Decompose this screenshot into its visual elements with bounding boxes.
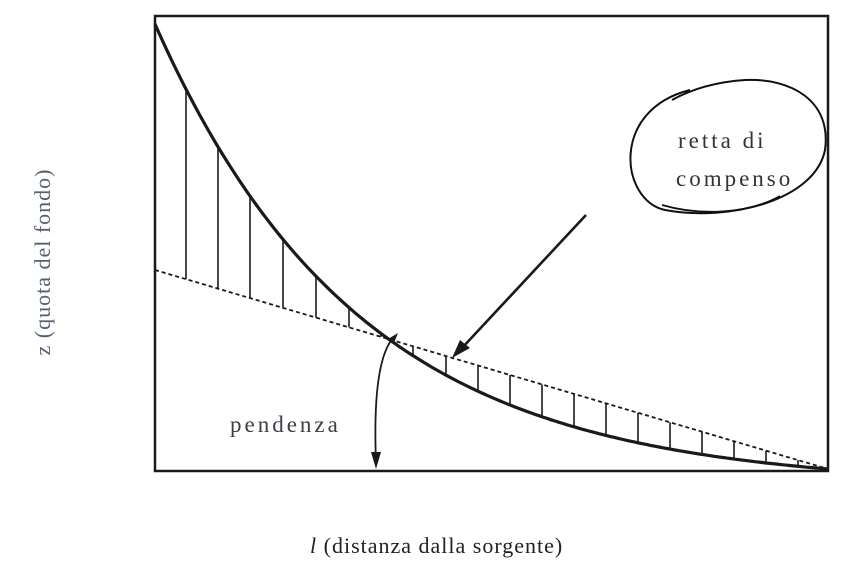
x-axis-description: (distanza dalla sorgente) — [317, 533, 563, 558]
x-axis-label: l (distanza dalla sorgente) — [310, 533, 563, 558]
slope-arc-arrowhead — [371, 452, 381, 469]
annotation-line-1: retta di — [678, 128, 767, 153]
slope-arc — [374, 336, 395, 463]
pointer-arrowhead — [452, 340, 470, 358]
compensation-line — [154, 269, 829, 470]
handwritten-circle — [629, 78, 827, 215]
hatch-lines — [185, 89, 799, 467]
slope-arc-arrowhead-top — [388, 333, 398, 343]
plot-frame — [153, 14, 830, 473]
bed-profile-curve — [153, 23, 828, 471]
pointer-arrow-line — [461, 214, 587, 349]
x-axis-symbol: l — [310, 533, 317, 558]
y-axis-label: z (quota del fondo) — [30, 169, 55, 356]
slope-label: pendenza — [230, 412, 341, 437]
handwritten-tail — [661, 195, 781, 213]
annotation-line-2: compenso — [676, 166, 793, 191]
